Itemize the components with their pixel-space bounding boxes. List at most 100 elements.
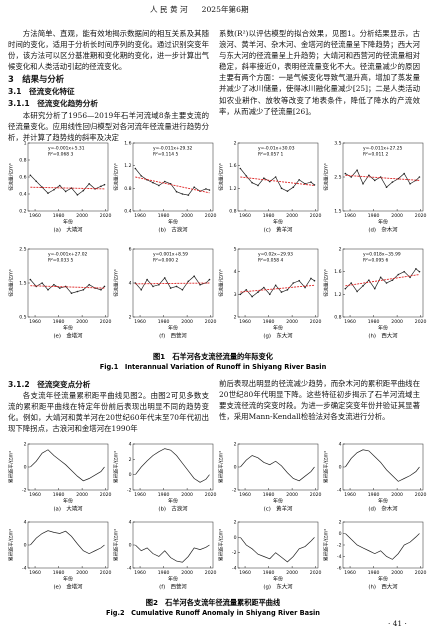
panel: 1960 1980 2000 2020 -2 0 2 年份 累积距平/亿m³ (c) 黄羊河 [218,442,322,513]
data-point [310,181,312,183]
x-axis-label: 年份 [63,576,73,583]
data-point [76,194,79,196]
x-tick-label: 1980 [158,492,170,498]
data-point [391,279,394,281]
data-point [368,279,370,281]
data-point [103,285,106,288]
plot-frame [237,443,319,491]
x-tick-label: 1980 [158,319,170,325]
panel: 1960 1980 2000 2020 0.2 0.4 0.6 0.8 1 年份 径流量/亿m³ (a… [8,141,112,234]
y-axis-label: 径流量/亿m³ [8,269,15,296]
panel: 1960 1980 2000 2020 0.8 1.2 1.6 2 年份 径流量/亿m³ (c) 黄… [218,141,322,234]
x-tick-label: 1960 [29,319,41,325]
y-axis-label: 累积距平/亿m³ [323,529,330,561]
data-point [257,184,259,187]
y-tick-label: 0.8 [124,186,131,192]
y-tick-label: -2 [232,550,237,556]
y-tick-label: 4 [234,269,237,275]
plot-frame [132,521,214,569]
figure-caption: 图1 石羊河各支流径流量的年际变化 [153,352,274,361]
y-tick-label: 2 [129,457,132,463]
x-tick-label: 1960 [29,492,41,498]
x-tick-label: 2000 [391,319,403,325]
trend-line [345,174,420,181]
x-tick-label: 2000 [286,492,298,498]
r-squared: R²=0.114 5 [153,152,178,158]
data-point [397,273,400,276]
data-point [415,268,417,270]
x-tick-label: 1960 [344,492,356,498]
x-tick-label: 2000 [76,492,88,498]
panel: 1960 1980 2000 2020 -4 0 4 年份 累积距平/亿m³ (e) 金塔河 [8,520,112,591]
x-axis-label: 年份 [168,498,178,505]
equation: y=0.018x−35.99 [363,252,401,258]
x-tick-label: 2020 [310,570,322,576]
data-point [58,287,61,289]
data-point [239,293,242,296]
data-point [35,180,38,183]
x-tick-label: 1960 [344,213,356,219]
r-squared: R²=0.011 2 [363,152,388,158]
plot-frame [342,248,424,318]
y-tick-label: -4 [22,566,27,572]
y-tick-label: 2 [129,315,132,321]
y-tick-label: 5 [234,247,237,253]
data-point [100,185,102,188]
data-point [163,180,166,183]
y-tick-label: 0.5 [19,315,26,321]
data-line [30,530,105,555]
y-tick-label: 1.6 [334,269,341,275]
panel-label: (g) 东大河 [263,583,293,591]
section-heading: 3 结果与分析 [8,74,65,84]
data-point [88,283,90,286]
data-point [263,177,265,179]
x-tick-label: 1960 [134,319,146,325]
data-point [208,278,211,281]
x-tick-label: 1980 [53,570,65,576]
data-point [70,292,73,295]
panel-label: (b) 古浪河 [158,226,188,234]
data-point [47,192,49,194]
data-point [41,282,43,284]
y-axis-label: 累积距平/亿m³ [218,451,225,483]
panel: 1960 1980 2000 2020 -6 -4 -2 0 2 年份 累积距平/亿m³ (h) 西大… [323,520,427,591]
data-point [298,279,300,282]
paragraph: 前后表现出明显的径流减少趋势，而杂木河的累积距平曲线在20世纪80年代明显下降。… [219,379,420,422]
data-point [379,276,382,279]
y-tick-label: 0 [129,543,132,549]
data-point [134,167,137,170]
y-tick-label: 2 [234,141,237,147]
y-tick-label: 3.5 [334,141,341,147]
panel: 1960 1980 2000 2020 2 3 4 5 年份 径流量/亿m³ (g) 东大河 y=0.… [218,247,322,340]
x-tick-label: 1980 [53,492,65,498]
data-point [391,181,394,183]
data-point [344,172,347,175]
x-tick-label: 2020 [100,570,112,576]
data-line [30,175,105,196]
plot-frame [237,521,319,569]
y-tick-label: 1 [24,141,27,147]
x-tick-label: 2000 [391,570,403,576]
x-tick-label: 2020 [205,492,217,498]
y-axis-label: 累积距平/亿m³ [8,451,15,483]
y-axis-label: 累积距平/亿m³ [113,451,120,483]
plot-frame [27,521,109,569]
data-point [362,183,364,185]
x-tick-label: 1980 [158,570,170,576]
figure-caption-en: Fig.2 Cumulative Runoff Anomaly in Shiya… [106,609,320,617]
data-point [350,282,353,284]
data-point [88,183,90,185]
x-tick-label: 2000 [181,492,193,498]
data-line [30,449,105,482]
data-point [245,289,248,291]
panel-label: (e) 金塔河 [53,332,83,340]
data-point [373,179,376,182]
data-point [251,181,253,184]
y-tick-label: 0 [24,465,27,471]
trend-line [240,284,315,293]
x-tick-label: 1980 [263,213,275,219]
y-tick-label: 0.8 [229,209,236,215]
x-tick-label: 2020 [415,319,427,325]
data-line [135,168,210,196]
